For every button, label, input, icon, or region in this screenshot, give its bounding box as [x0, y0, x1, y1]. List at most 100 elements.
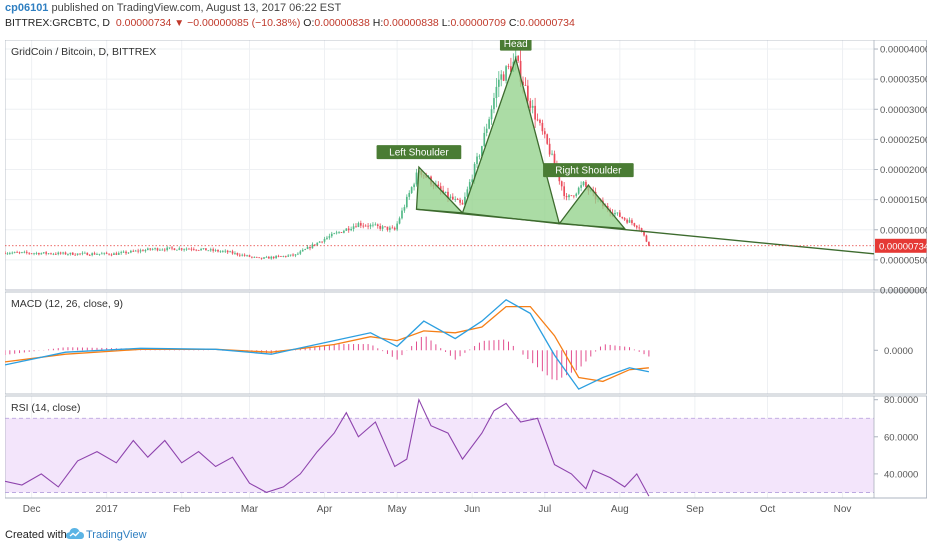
candle-body-130 — [318, 241, 321, 243]
candle-body-9 — [25, 251, 28, 253]
open-label: O: — [303, 17, 315, 29]
candle-body-96 — [236, 252, 239, 255]
candle-body-97 — [238, 254, 241, 256]
price-tick-label: 0.00001500 — [880, 195, 927, 206]
candle-body-33 — [84, 252, 86, 254]
candle-body-123 — [301, 249, 304, 252]
candle-body-255 — [621, 216, 624, 219]
candle-body-74 — [183, 249, 185, 251]
candle-body-240 — [585, 181, 587, 187]
candle-body-137 — [335, 232, 338, 234]
tradingview-link[interactable]: TradingView — [86, 529, 147, 541]
candle-body-165 — [403, 207, 406, 211]
x-tick-label: Aug — [611, 504, 629, 515]
symbol-label: BITTREX:GRCBTC, D — [5, 17, 111, 29]
candle-body-83 — [205, 248, 207, 251]
candle-body-121 — [297, 253, 299, 255]
candle-body-16 — [42, 252, 45, 254]
created-with-label: Created with — [5, 529, 67, 541]
candle-body-170 — [415, 172, 418, 185]
candle-body-109 — [267, 256, 270, 259]
candle-body-116 — [284, 255, 287, 257]
candle-body-148 — [362, 225, 365, 227]
candle-body-58 — [144, 250, 147, 252]
chart-area[interactable]: Dec 2017 Feb Mar Apr May Jun Jul Aug Sep Oct Nov 0.0… — [4, 36, 930, 523]
candle-body-55 — [137, 250, 139, 252]
candle-body-197 — [481, 146, 483, 156]
x-tick-label: Feb — [173, 504, 191, 515]
candle-body-21 — [54, 253, 57, 255]
price-tick-label: 0.00002000 — [880, 165, 927, 176]
candle-body-183 — [447, 191, 449, 198]
candle-body-1 — [6, 253, 9, 255]
price-change: −0.00000085 (−10.38%) — [187, 17, 301, 29]
pane-border-1 — [4, 39, 927, 291]
tradingview-cloud-icon — [66, 527, 84, 544]
candle-body-110 — [270, 256, 273, 259]
candle-body-73 — [180, 248, 183, 250]
candle-body-28 — [71, 252, 74, 255]
candle-body-265 — [645, 235, 648, 242]
candle-body-156 — [381, 226, 384, 229]
candle-body-39 — [98, 253, 101, 255]
candle-body-103 — [253, 256, 256, 258]
candle-body-94 — [231, 251, 234, 254]
candle-body-66 — [163, 249, 166, 251]
candle-body-257 — [626, 219, 628, 223]
candle-body-81 — [200, 248, 202, 251]
candle-body-209 — [510, 66, 512, 72]
candle-body-226 — [551, 153, 553, 155]
candle-body-52 — [130, 250, 132, 253]
candle-body-23 — [59, 252, 62, 254]
candle-body-239 — [582, 181, 585, 186]
candle-body-8 — [23, 251, 26, 253]
candle-body-77 — [190, 248, 193, 250]
candle-body-59 — [146, 248, 149, 251]
candle-body-5 — [16, 251, 18, 253]
candle-body-222 — [541, 122, 544, 132]
candle-body-4 — [13, 251, 16, 253]
candle-body-88 — [217, 250, 219, 252]
candle-body-19 — [50, 253, 52, 255]
candle-body-193 — [471, 179, 474, 183]
price-tick-label: 0.00004000 — [880, 45, 927, 56]
left-shoulder-box — [376, 145, 462, 160]
head-label: Head — [504, 40, 528, 50]
candle-body-0 — [4, 252, 6, 254]
chart-svg[interactable]: Dec 2017 Feb Mar Apr May Jun Jul Aug Sep Oct Nov 0.0… — [4, 36, 930, 518]
head-box — [499, 36, 532, 51]
macd-tick-label: 0.0000 — [884, 346, 913, 357]
candle-body-118 — [289, 254, 292, 256]
neckline — [416, 208, 875, 255]
candle-body-48 — [120, 252, 123, 254]
candle-body-159 — [389, 227, 391, 230]
candle-body-29 — [74, 254, 77, 256]
candle-body-79 — [195, 249, 198, 251]
candle-body-142 — [347, 228, 350, 231]
candle-body-126 — [309, 246, 311, 249]
candle-body-18 — [47, 253, 50, 255]
candle-body-40 — [100, 253, 103, 255]
candle-body-36 — [91, 253, 93, 256]
pane-title-2: MACD (12, 26, close, 9) — [11, 298, 123, 310]
candle-body-206 — [502, 74, 505, 81]
author-link[interactable]: cp06101 — [5, 2, 49, 14]
price-tick-label: 0.00001000 — [880, 225, 927, 236]
rsi-tick-label: 60.0000 — [884, 432, 918, 443]
candle-body-220 — [536, 119, 539, 121]
candle-body-154 — [376, 224, 379, 227]
candle-body-102 — [251, 256, 253, 258]
candle-body-203 — [495, 86, 498, 99]
candle-body-214 — [522, 81, 524, 85]
candle-body-207 — [505, 66, 507, 81]
high-value: 0.00000838 — [383, 17, 439, 29]
candle-body-164 — [401, 210, 403, 219]
candle-body-225 — [548, 143, 551, 155]
candle-body-125 — [306, 246, 309, 250]
candle-body-139 — [340, 232, 343, 233]
candle-body-168 — [410, 187, 413, 193]
candle-body-112 — [275, 255, 277, 259]
candle-body-140 — [343, 230, 345, 233]
x-tick-label: Jul — [538, 504, 551, 515]
candle-body-15 — [40, 253, 43, 255]
